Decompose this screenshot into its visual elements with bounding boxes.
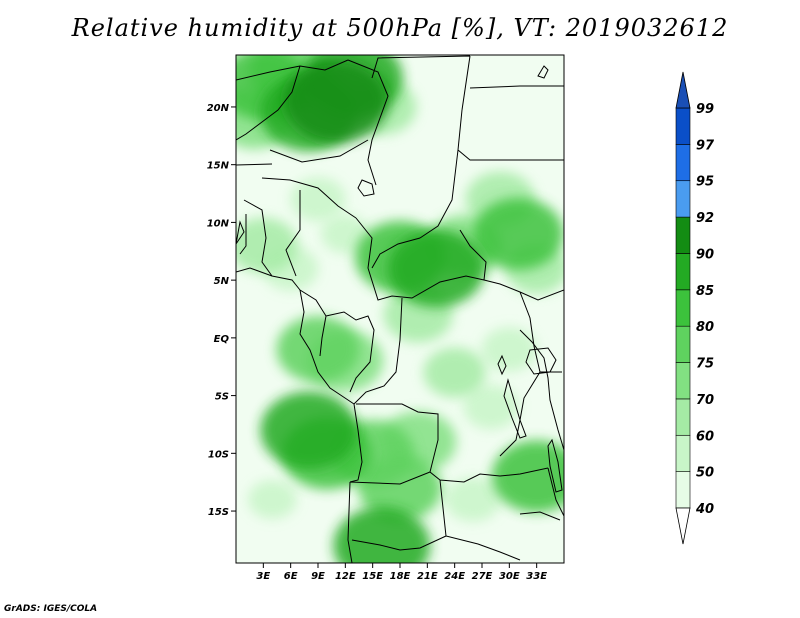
colorbar-label: 92 <box>696 211 714 226</box>
humidity-blob <box>491 440 564 513</box>
credit-text: GrADS: IGES/COLA <box>4 604 98 614</box>
coastline <box>236 267 564 483</box>
colorbar-upper-arrow <box>675 71 691 109</box>
colorbar-label: 60 <box>696 429 714 444</box>
humidity-blob <box>284 59 389 143</box>
lon-tick-label: 27E <box>472 571 493 582</box>
colorbar-label: 95 <box>696 175 714 190</box>
colorbar-segment <box>675 216 691 254</box>
colorbar-segment <box>675 253 691 291</box>
humidity-blob <box>473 197 564 270</box>
humidity-blob <box>463 384 519 430</box>
colorbar-label: 90 <box>696 247 714 262</box>
humidity-blob <box>290 177 346 222</box>
lat-tick-label: 10S <box>208 449 229 460</box>
longitude-axis: 3E 6E 9E 12E 15E 18E 21E 24E 27E 30E 33E <box>256 563 547 582</box>
humidity-blob <box>260 391 358 469</box>
map-area <box>235 54 565 564</box>
lon-tick-label: 9E <box>311 571 325 582</box>
humidity-blob <box>358 454 442 522</box>
colorbar-label: 40 <box>695 502 714 517</box>
nile-river <box>537 65 549 79</box>
humidity-field <box>236 55 564 563</box>
lon-tick-label: 15E <box>362 571 383 582</box>
lat-tick-label: 5S <box>215 392 229 403</box>
border-line <box>236 55 564 563</box>
lat-tick-label: 15N <box>207 161 230 172</box>
humidity-blob <box>320 214 370 254</box>
humidity-blob <box>445 477 501 522</box>
colorbar-label: 99 <box>696 102 714 117</box>
lon-tick-label: 6E <box>284 571 298 582</box>
humidity-blob <box>481 327 538 372</box>
lon-tick-label: 18E <box>390 571 411 582</box>
page-title: Relative humidity at 500hPa [%], VT: 201… <box>71 14 729 42</box>
lon-tick-label: 33E <box>526 571 547 582</box>
lat-tick-label: EQ <box>214 334 230 345</box>
lake-malawi <box>547 438 563 493</box>
colorbar-segment <box>675 180 691 218</box>
colorbar-segment <box>675 289 691 327</box>
lat-tick-label: 15S <box>208 507 229 518</box>
humidity-blob <box>248 480 297 519</box>
colorbar-segment <box>675 144 691 182</box>
colorbar-label: 80 <box>696 320 714 335</box>
lat-tick-label: 10N <box>207 218 230 229</box>
lon-tick-label: 24E <box>444 571 465 582</box>
lon-tick-label: 3E <box>256 571 270 582</box>
humidity-blob <box>276 316 360 383</box>
colorbar-segment <box>675 398 691 436</box>
colorbar-lower-arrow <box>675 507 691 545</box>
lat-tick-label: 20N <box>207 103 230 114</box>
colorbar-label: 70 <box>696 393 714 408</box>
lake-tanganyika <box>503 378 527 439</box>
colorbar-segment <box>675 362 691 400</box>
latitude-axis: 20N 15N 10N 5N EQ 5S 10S 15S <box>207 103 236 518</box>
lake-chad <box>357 179 375 197</box>
country-borders <box>236 55 564 563</box>
colorbar-segment <box>675 434 691 472</box>
colorbar: 40 50 60 70 75 80 85 90 92 95 97 99 <box>675 71 715 545</box>
lake-victoria <box>525 347 557 375</box>
humidity-blob <box>236 217 299 274</box>
colorbar-label: 97 <box>696 138 715 153</box>
humidity-blob <box>388 229 485 308</box>
colorbar-label: 75 <box>696 357 714 372</box>
colorbar-label: 50 <box>696 466 714 481</box>
colorbar-label: 85 <box>696 284 714 299</box>
lon-tick-label: 21E <box>417 571 438 582</box>
lat-tick-label: 5N <box>214 276 230 287</box>
lake-kivu <box>497 354 507 376</box>
colorbar-segment <box>675 471 691 509</box>
humidity-blob <box>423 347 486 398</box>
colorbar-segment <box>675 325 691 363</box>
lake-volta <box>236 220 245 245</box>
colorbar-segment <box>675 107 691 145</box>
lon-tick-label: 12E <box>335 571 356 582</box>
lon-tick-label: 30E <box>499 571 520 582</box>
